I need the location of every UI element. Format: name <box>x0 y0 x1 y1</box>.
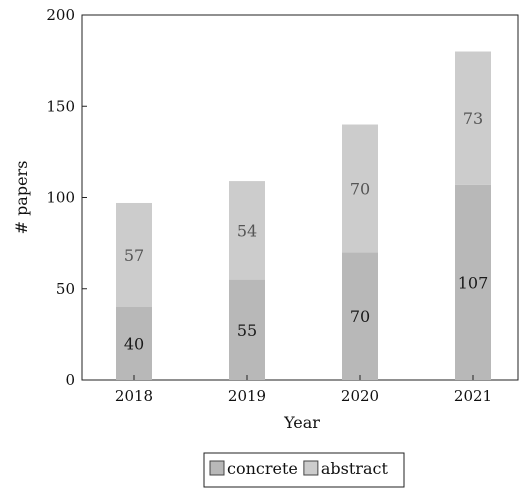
bar-concrete-2021 <box>455 184 491 380</box>
bar-concrete-2019 <box>229 279 265 380</box>
legend-swatch-abstract <box>303 460 319 476</box>
bars-group <box>116 51 491 380</box>
data-label-concrete-2021: 107 <box>458 273 489 292</box>
bar-concrete-2018 <box>116 307 152 380</box>
data-label-concrete-2020: 70 <box>350 307 370 326</box>
data-label-concrete-2018: 40 <box>124 335 144 354</box>
data-label-abstract-2019: 54 <box>237 221 257 240</box>
bar-abstract-2020 <box>342 124 378 253</box>
y-tick-label: 100 <box>46 189 75 207</box>
data-label-abstract-2020: 70 <box>350 179 370 198</box>
x-tick-label: 2019 <box>228 387 266 405</box>
x-tick-label: 2021 <box>454 387 492 405</box>
legend-label-abstract: abstract <box>321 459 389 478</box>
data-label-abstract-2018: 57 <box>124 246 144 265</box>
y-tick-label: 200 <box>46 6 75 24</box>
x-axis-label: Year <box>283 413 320 432</box>
y-tick-label: 150 <box>46 97 75 115</box>
x-tick-label: 2020 <box>341 387 379 405</box>
y-axis-label: # papers <box>12 161 31 235</box>
bar-abstract-2021 <box>455 51 491 185</box>
bar-concrete-2020 <box>342 252 378 380</box>
y-axis: 0 50 100 150 200 <box>46 6 87 389</box>
y-tick-label: 0 <box>65 371 75 389</box>
data-label-concrete-2019: 55 <box>237 321 257 340</box>
data-labels-group: 40 57 55 54 70 70 107 73 <box>124 109 488 353</box>
legend-box <box>203 452 405 488</box>
legend-swatch-concrete <box>209 460 225 476</box>
x-tick-label: 2018 <box>115 387 153 405</box>
bar-abstract-2019 <box>229 181 265 280</box>
x-axis: 2018 2019 2020 2021 <box>115 375 492 405</box>
legend: concrete abstract <box>203 452 405 488</box>
data-label-abstract-2021: 73 <box>463 109 483 128</box>
legend-label-concrete: concrete <box>227 459 298 478</box>
bar-abstract-2018 <box>116 202 152 307</box>
y-tick-label: 50 <box>56 280 75 298</box>
